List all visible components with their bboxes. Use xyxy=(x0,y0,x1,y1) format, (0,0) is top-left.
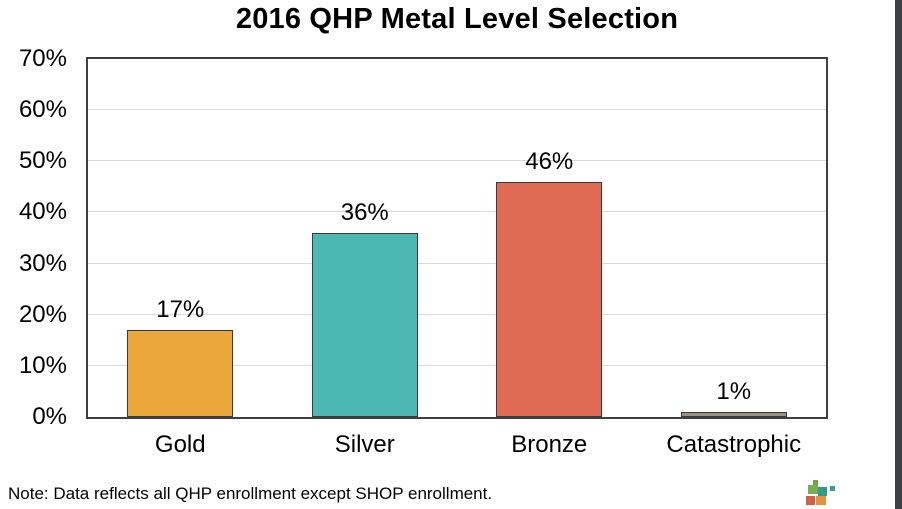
bar-value-label: 36% xyxy=(340,198,389,226)
gridline xyxy=(88,160,826,162)
y-tick-label: 70% xyxy=(18,45,67,72)
gridline xyxy=(88,109,826,111)
bar-value-label: 1% xyxy=(716,377,752,405)
logo-square xyxy=(816,496,826,505)
bar-silver xyxy=(311,232,418,417)
y-tick-label: 0% xyxy=(32,403,67,430)
y-tick-label: 40% xyxy=(18,198,67,226)
footnote: Note: Data reflects all QHP enrollment e… xyxy=(8,484,493,503)
x-category-label: Gold xyxy=(154,431,206,458)
gridline xyxy=(88,313,826,315)
x-category-label: Silver xyxy=(334,431,395,458)
bar-value-label: 46% xyxy=(525,147,574,175)
gridline xyxy=(88,262,826,264)
x-category-label: Bronze xyxy=(511,431,588,458)
chart-title: 2016 QHP Metal Level Selection xyxy=(235,3,679,35)
y-tick-label: 30% xyxy=(18,249,67,277)
bar-catastrophic xyxy=(680,411,787,417)
y-tick-label: 20% xyxy=(18,300,67,328)
bar-bronze xyxy=(496,181,603,417)
bar-value-label: 17% xyxy=(156,296,205,324)
x-axis: Gold Silver Bronze Catastrophic xyxy=(86,429,828,461)
right-edge-strip xyxy=(895,0,902,509)
gridline xyxy=(88,364,826,366)
logo-square xyxy=(808,485,818,494)
bar-gold xyxy=(127,330,234,417)
y-axis: 0% 10% 20% 30% 40% 50% 60% 70% xyxy=(0,46,70,430)
y-tick-label: 10% xyxy=(18,351,67,379)
gridline xyxy=(88,211,826,213)
y-tick-label: 50% xyxy=(18,147,67,175)
logo-square xyxy=(818,487,827,496)
logo-square xyxy=(813,480,818,485)
x-category-label: Catastrophic xyxy=(666,431,802,458)
logo-square xyxy=(806,496,815,505)
logo-square xyxy=(830,486,835,491)
y-tick-label: 60% xyxy=(18,96,67,124)
plot-area: 17% 36% 46% 1% xyxy=(86,57,828,419)
